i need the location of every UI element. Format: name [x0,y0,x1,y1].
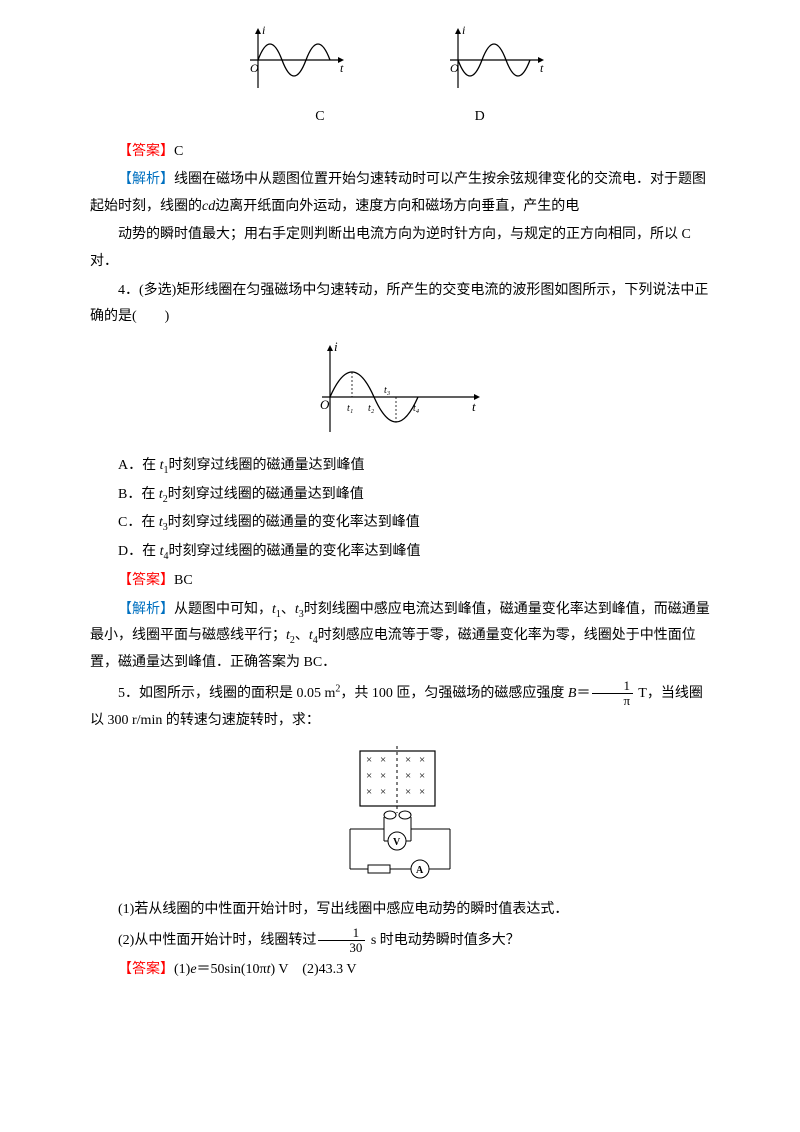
answer-3-text: C [174,144,183,159]
svg-text:V: V [393,837,401,848]
option-c: C．在 t3时刻穿过线圈的磁通量的变化率达到峰值 [90,510,710,537]
answer-3: 【答案】C [90,139,710,166]
svg-text:O: O [250,61,259,75]
answer-label-5: 【答案】 [118,962,174,977]
question-5-sub1: (1)若从线圈的中性面开始计时，写出线圈中感应电动势的瞬时值表达式． [90,897,710,924]
svg-text:t: t [340,61,344,75]
svg-text:×: × [366,754,372,766]
svg-text:t₂: t₂ [368,403,375,414]
frac-1-30: 130 [318,926,365,956]
svg-text:O: O [320,397,330,412]
question-4-stem: 4．(多选)矩形线圈在匀强磁场中匀速转动，所产生的交变电流的波形图如图所示，下列… [90,278,710,331]
svg-text:t₃: t₃ [384,385,391,396]
explanation-4: 【解析】从题图中可知，t1、t3时刻线圈中感应电流达到峰值，磁通量变化率达到峰值… [90,597,710,677]
label-c: C [315,104,324,131]
explanation-3-p2: 动势的瞬时值最大；用右手定则判断出电流方向为逆时针方向，与规定的正方向相同，所以… [90,222,710,275]
question-5-sub2: (2)从中性面开始计时，线圈转过130 s 时电动势瞬时值多大？ [90,926,710,956]
option-a: A．在 t1时刻穿过线圈的磁通量达到峰值 [90,453,710,480]
svg-text:A: A [416,865,424,876]
option-d: D．在 t4时刻穿过线圈的磁通量的变化率达到峰值 [90,539,710,566]
svg-text:×: × [366,770,372,782]
label-d: D [475,104,485,131]
top-graphs-row: i O t i O t [90,20,710,100]
svg-text:×: × [380,754,386,766]
svg-text:×: × [419,754,425,766]
svg-text:×: × [419,770,425,782]
frac-1-pi: 1π [592,679,633,709]
question-5-circuit: × × × × × × × × × × × × V A [90,741,710,891]
graph-labels: C D [90,104,710,131]
svg-text:t: t [472,399,476,414]
graph-c: i O t [240,20,360,100]
svg-text:×: × [405,754,411,766]
svg-text:×: × [419,786,425,798]
svg-text:O: O [450,61,459,75]
question-4-figure: i O t t₁ t₂ t₃ t₄ [90,337,710,447]
graph-d: i O t [440,20,560,100]
answer-4: 【答案】BC [90,568,710,595]
svg-text:t₄: t₄ [413,403,420,414]
svg-text:t₁: t₁ [347,403,353,414]
svg-text:i: i [334,339,338,354]
explanation-3-p1: 【解析】线圈在磁场中从题图位置开始匀速转动时可以产生按余弦规律变化的交流电．对于… [90,167,710,220]
option-b: B．在 t2时刻穿过线圈的磁通量达到峰值 [90,482,710,509]
svg-text:×: × [380,786,386,798]
circuit-diagram: × × × × × × × × × × × × V A [310,741,490,891]
svg-text:i: i [262,23,265,37]
explain-label: 【解析】 [118,172,174,187]
svg-text:×: × [405,786,411,798]
answer-4-text: BC [174,573,193,588]
answer-label: 【答案】 [118,144,174,159]
svg-text:×: × [380,770,386,782]
q4-graph: i O t t₁ t₂ t₃ t₄ [300,337,500,447]
svg-text:×: × [366,786,372,798]
question-5-stem: 5．如图所示，线圈的面积是 0.05 m2，共 100 匝，匀强磁场的磁感应强度… [90,679,710,735]
svg-text:×: × [405,770,411,782]
answer-5: 【答案】(1)e＝50sin(10πt) V (2)43.3 V [90,957,710,984]
explain-label-4: 【解析】 [118,602,174,617]
svg-text:i: i [462,23,465,37]
answer-label-4: 【答案】 [118,573,174,588]
svg-text:t: t [540,61,544,75]
